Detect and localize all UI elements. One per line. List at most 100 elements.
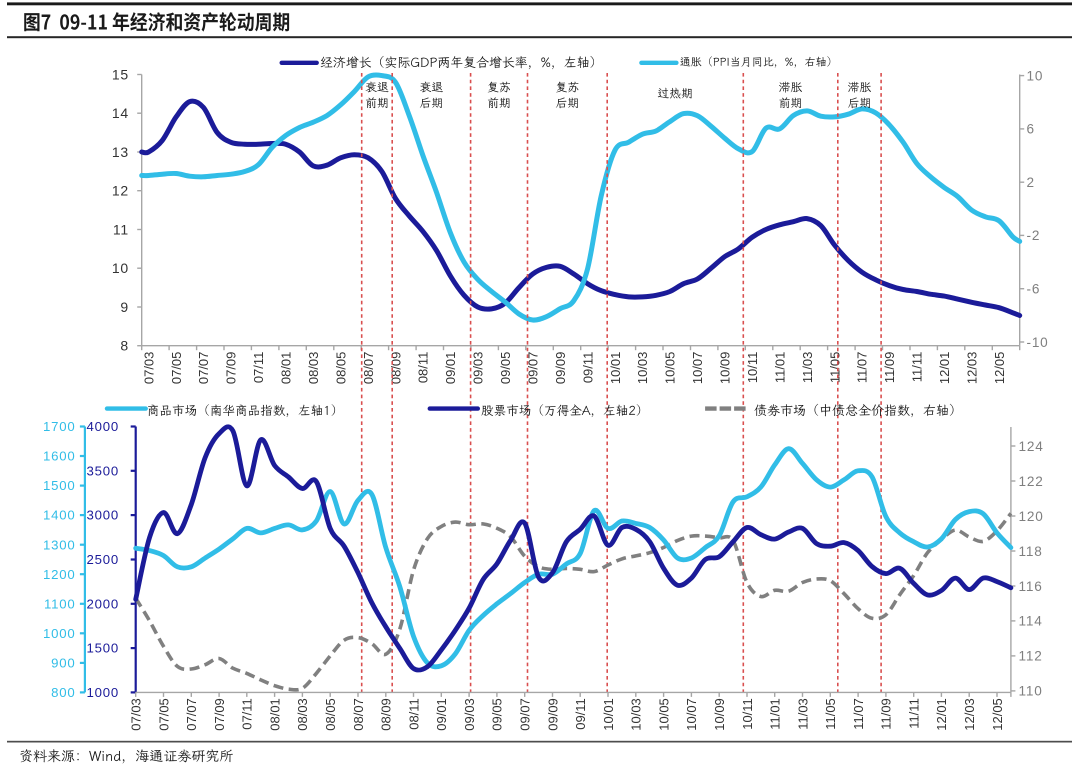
svg-text:09/11: 09/11 [580, 352, 595, 384]
svg-text:08/09: 08/09 [388, 352, 403, 385]
svg-text:07/05: 07/05 [169, 352, 184, 385]
svg-text:1000: 1000 [86, 685, 119, 700]
svg-text:1600: 1600 [43, 449, 76, 464]
svg-text:11/11: 11/11 [907, 698, 922, 729]
svg-text:08/05: 08/05 [333, 352, 348, 385]
svg-text:09/09: 09/09 [545, 698, 560, 731]
svg-text:11/03: 11/03 [795, 698, 810, 730]
svg-text:10: 10 [112, 260, 129, 276]
svg-text:-6: -6 [1027, 282, 1041, 297]
svg-text:6: 6 [1027, 122, 1035, 137]
svg-text:09/03: 09/03 [462, 698, 477, 731]
svg-text:12/01: 12/01 [934, 698, 949, 731]
svg-text:-2: -2 [1027, 228, 1041, 243]
svg-text:10/11: 10/11 [745, 352, 760, 384]
svg-text:07/11: 07/11 [251, 352, 266, 384]
svg-text:15: 15 [112, 66, 129, 82]
svg-text:10/07: 10/07 [690, 352, 705, 385]
svg-text:10/09: 10/09 [718, 352, 733, 385]
svg-text:3000: 3000 [86, 508, 119, 523]
svg-text:08/09: 08/09 [379, 698, 394, 731]
svg-text:07/07: 07/07 [196, 352, 211, 385]
svg-text:12/01: 12/01 [937, 352, 952, 385]
svg-text:12/05: 12/05 [990, 698, 1005, 731]
svg-text:3500: 3500 [86, 463, 119, 478]
svg-text:08/03: 08/03 [306, 352, 321, 385]
svg-text:4000: 4000 [86, 419, 119, 434]
svg-text:1300: 1300 [43, 537, 76, 552]
svg-text:12/05: 12/05 [992, 352, 1007, 385]
svg-text:09/07: 09/07 [518, 698, 533, 731]
svg-text:116: 116 [1019, 579, 1043, 594]
svg-text:11: 11 [113, 221, 129, 237]
svg-text:11/01: 11/01 [772, 352, 787, 384]
svg-text:1500: 1500 [86, 641, 119, 656]
svg-text:07/09: 07/09 [224, 352, 239, 385]
svg-text:11/03: 11/03 [800, 352, 815, 384]
svg-text:11/05: 11/05 [823, 698, 838, 730]
svg-text:09/11: 09/11 [573, 698, 588, 730]
svg-text:12/03: 12/03 [962, 698, 977, 731]
svg-text:10/09: 10/09 [712, 698, 727, 731]
svg-text:07/05: 07/05 [156, 698, 171, 731]
svg-text:112: 112 [1019, 649, 1043, 664]
svg-text:07/11: 07/11 [240, 698, 255, 730]
svg-text:1400: 1400 [43, 508, 76, 523]
svg-text:10/07: 10/07 [684, 698, 699, 731]
svg-text:07/03: 07/03 [141, 352, 156, 385]
svg-text:10/05: 10/05 [663, 352, 678, 385]
svg-text:1500: 1500 [43, 478, 76, 493]
svg-text:10/01: 10/01 [601, 698, 616, 731]
svg-text:120: 120 [1019, 509, 1044, 524]
svg-text:11/09: 11/09 [882, 352, 897, 384]
svg-text:11/01: 11/01 [768, 698, 783, 730]
svg-text:13: 13 [112, 144, 129, 160]
svg-text:2000: 2000 [86, 596, 119, 611]
svg-text:09/09: 09/09 [553, 352, 568, 385]
svg-text:-10: -10 [1027, 335, 1049, 350]
svg-text:10/03: 10/03 [629, 698, 644, 731]
svg-text:8: 8 [120, 338, 129, 354]
svg-text:09/05: 09/05 [498, 352, 513, 385]
svg-text:12: 12 [112, 183, 129, 199]
svg-text:11/11: 11/11 [910, 352, 925, 383]
svg-text:07/07: 07/07 [184, 698, 199, 731]
svg-text:1200: 1200 [43, 567, 76, 582]
svg-text:08/11: 08/11 [416, 352, 431, 384]
svg-text:1000: 1000 [43, 626, 76, 641]
svg-text:9: 9 [120, 299, 129, 315]
svg-text:11/07: 11/07 [851, 698, 866, 730]
svg-text:09/05: 09/05 [490, 698, 505, 731]
svg-text:10/01: 10/01 [608, 352, 623, 385]
svg-text:124: 124 [1019, 439, 1044, 454]
svg-text:10/03: 10/03 [635, 352, 650, 385]
svg-text:08/03: 08/03 [295, 698, 310, 731]
svg-text:07/03: 07/03 [129, 698, 144, 731]
svg-text:11/09: 11/09 [879, 698, 894, 730]
svg-text:118: 118 [1019, 544, 1043, 559]
svg-text:2500: 2500 [86, 552, 119, 567]
svg-text:07/09: 07/09 [212, 698, 227, 731]
svg-text:122: 122 [1019, 474, 1044, 489]
svg-text:12/03: 12/03 [965, 352, 980, 385]
svg-text:800: 800 [51, 685, 75, 700]
svg-text:1700: 1700 [43, 419, 76, 434]
svg-text:114: 114 [1019, 614, 1043, 629]
svg-text:10: 10 [1027, 68, 1044, 83]
svg-text:11/05: 11/05 [827, 352, 842, 384]
svg-text:11/07: 11/07 [855, 352, 870, 384]
svg-text:08/07: 08/07 [361, 352, 376, 385]
svg-text:08/07: 08/07 [351, 698, 366, 731]
svg-text:14: 14 [112, 105, 129, 121]
svg-text:110: 110 [1019, 684, 1043, 699]
svg-text:09/01: 09/01 [443, 352, 458, 385]
svg-text:08/01: 08/01 [267, 698, 282, 731]
svg-text:09/03: 09/03 [471, 352, 486, 385]
svg-text:09/07: 09/07 [526, 352, 541, 385]
svg-text:08/11: 08/11 [406, 698, 421, 730]
svg-text:1100: 1100 [44, 596, 76, 611]
svg-text:08/05: 08/05 [323, 698, 338, 731]
svg-text:10/11: 10/11 [740, 698, 755, 730]
svg-text:2: 2 [1027, 175, 1035, 190]
svg-text:09/01: 09/01 [434, 698, 449, 731]
